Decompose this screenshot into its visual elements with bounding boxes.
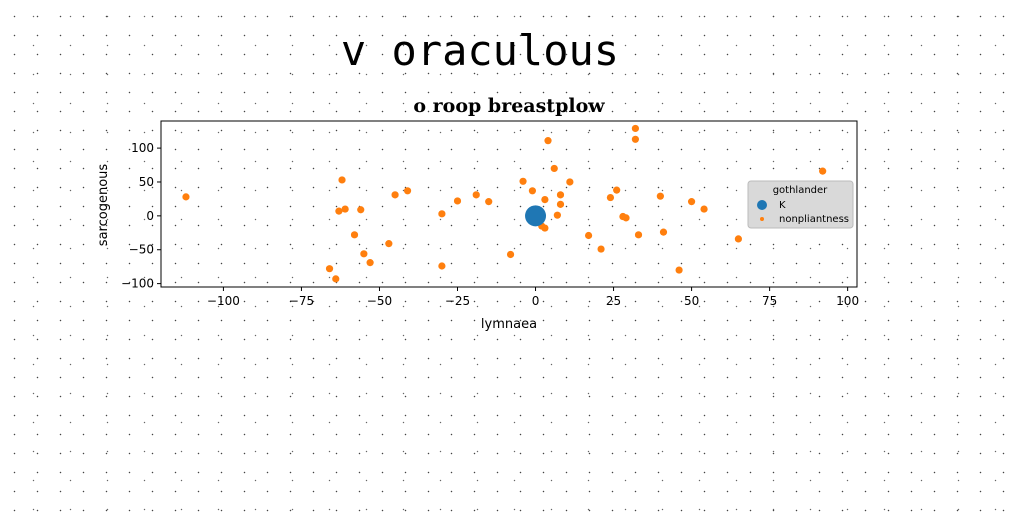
data-point-nonpliantness <box>634 231 643 239</box>
y-tick-label: −50 <box>129 243 154 257</box>
data-point-nonpliantness <box>506 250 515 259</box>
y-axis: −100 −50 0 50 100 <box>121 141 161 291</box>
x-tick-label: 75 <box>762 294 777 308</box>
x-tick-label: −100 <box>207 294 240 308</box>
data-point-nonpliantness <box>606 193 615 202</box>
data-point-nonpliantness <box>485 198 493 206</box>
x-tick-label: 0 <box>532 294 540 308</box>
x-axis-label: lymnaea <box>481 317 537 332</box>
data-point-nonpliantness <box>438 210 446 218</box>
data-point-nonpliantness <box>700 205 708 213</box>
x-tick-label: 100 <box>836 294 859 308</box>
legend: gothlander K nonpliantness <box>747 180 854 229</box>
x-tick-label: −75 <box>289 294 314 308</box>
data-point-nonpliantness <box>391 191 399 199</box>
y-axis-label: sarcogenous <box>96 164 111 247</box>
data-point-nonpliantness <box>335 207 343 215</box>
data-point-nonpliantness <box>453 197 462 205</box>
data-point-nonpliantness <box>341 205 349 213</box>
data-point-nonpliantness <box>819 167 827 175</box>
plot-area-frame <box>160 120 858 288</box>
data-point-nonpliantness <box>734 235 742 243</box>
data-point-nonpliantness <box>613 186 621 194</box>
y-tick-label: 100 <box>131 141 154 155</box>
figure-title: v oraculous <box>340 26 620 75</box>
data-point-nonpliantness <box>550 164 558 173</box>
data-point-nonpliantness <box>528 187 537 195</box>
legend-label-k: K <box>779 200 786 211</box>
y-tick-label: −100 <box>121 277 154 291</box>
data-point-nonpliantness <box>675 266 683 274</box>
x-tick-label: −50 <box>367 294 392 308</box>
data-point-nonpliantness <box>541 195 549 204</box>
data-point-nonpliantness <box>519 177 527 185</box>
data-point-nonpliantness <box>541 224 549 232</box>
data-point-nonpliantness <box>385 240 393 248</box>
legend-marker-nonpliantness <box>760 217 764 221</box>
legend-marker-k <box>757 200 767 210</box>
data-point-nonpliantness <box>631 124 640 133</box>
data-point-nonpliantness <box>403 187 412 195</box>
data-point-nonpliantness <box>553 211 561 219</box>
data-point-nonpliantness <box>656 192 664 200</box>
legend-title: gothlander <box>773 185 828 196</box>
data-point-nonpliantness <box>438 262 446 270</box>
data-point-nonpliantness <box>332 275 340 283</box>
legend-label-nonpliantness: nonpliantness <box>779 214 849 225</box>
legend-box <box>747 180 854 229</box>
data-point-nonpliantness <box>357 206 365 214</box>
data-point-nonpliantness <box>338 176 346 184</box>
y-tick-label: 50 <box>139 175 154 189</box>
y-tick-label: 0 <box>146 209 154 223</box>
data-point-nonpliantness <box>566 178 574 186</box>
x-tick-label: 25 <box>606 294 621 308</box>
data-point-nonpliantness <box>597 245 605 253</box>
data-point-nonpliantness <box>659 228 668 236</box>
data-point-nonpliantness <box>366 259 374 267</box>
data-point-nonpliantness <box>360 250 368 258</box>
x-tick-label: −25 <box>445 294 470 308</box>
data-point-nonpliantness <box>350 231 359 239</box>
data-point-nonpliantness <box>687 198 696 206</box>
x-axis: −100 −75 −50 −25 0 25 50 75 100 <box>207 287 859 308</box>
x-tick-label: 50 <box>684 294 699 308</box>
data-point-nonpliantness <box>556 200 565 208</box>
data-point-nonpliantness <box>182 193 190 201</box>
data-point-nonpliantness <box>544 137 552 145</box>
chart-title: o roop breastplow <box>413 95 605 117</box>
data-point-k <box>525 205 547 227</box>
data-point-nonpliantness <box>584 231 593 240</box>
data-point-nonpliantness <box>472 191 480 199</box>
data-point-nonpliantness <box>622 214 630 222</box>
data-point-nonpliantness <box>556 191 565 199</box>
data-point-nonpliantness <box>631 135 640 143</box>
data-points <box>182 124 827 283</box>
data-point-nonpliantness <box>325 265 334 273</box>
